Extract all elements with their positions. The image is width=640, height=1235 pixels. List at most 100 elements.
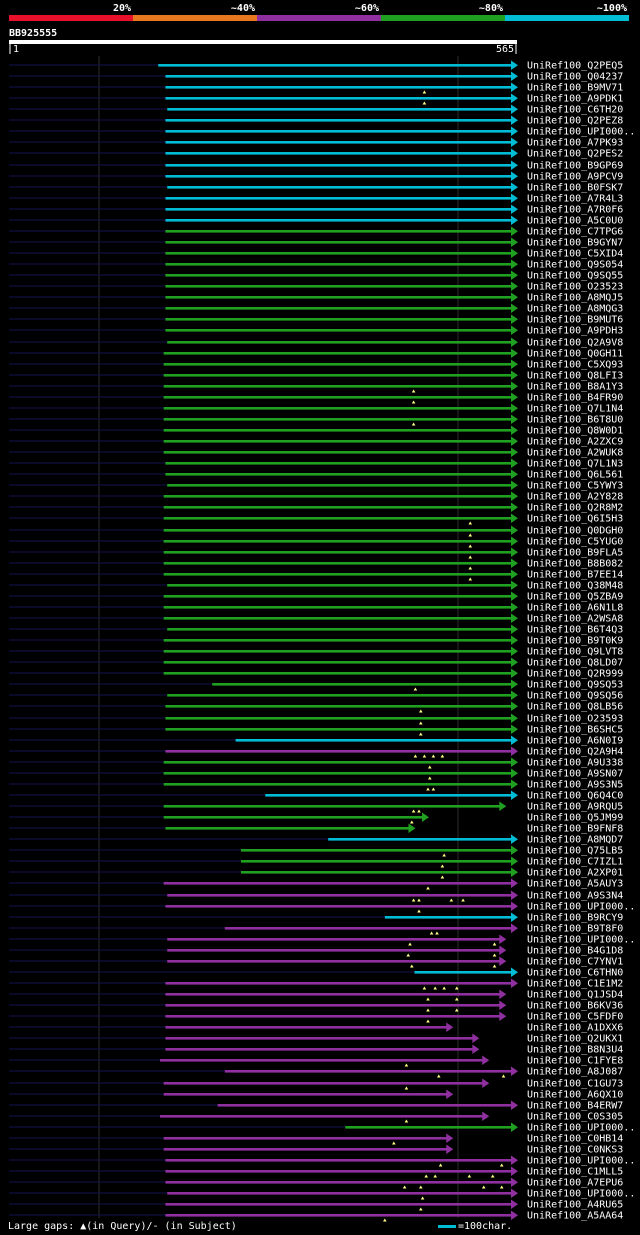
hit-label[interactable]: UniRef100_B9T8F0 bbox=[527, 924, 623, 935]
hit-label[interactable]: UniRef100_UPI000.. bbox=[527, 1189, 635, 1200]
hit-label[interactable]: UniRef100_A6N0I9 bbox=[527, 736, 623, 747]
hit-label[interactable]: UniRef100_C5XQ93 bbox=[527, 360, 623, 371]
hit-label[interactable]: UniRef100_C6TH20 bbox=[527, 105, 623, 116]
hit-label[interactable]: UniRef100_A7EPU6 bbox=[527, 1178, 623, 1189]
hit-label[interactable]: UniRef100_Q2PEZ8 bbox=[527, 116, 623, 127]
hit-row[interactable]: UniRef100_Q6Q4C0 bbox=[9, 790, 623, 802]
hit-label[interactable]: UniRef100_C1GU73 bbox=[527, 1079, 623, 1090]
hit-label[interactable]: UniRef100_A5AUY3 bbox=[527, 879, 623, 890]
hit-row[interactable]: UniRef100_C6THN0 bbox=[9, 967, 623, 979]
hit-row[interactable]: UniRef100_O23523 bbox=[9, 281, 623, 293]
hit-label[interactable]: UniRef100_Q2PEQ5 bbox=[527, 61, 623, 72]
hit-row[interactable]: UniRef100_B4FR90 bbox=[9, 392, 623, 404]
hit-label[interactable]: UniRef100_A5AA64 bbox=[527, 1211, 623, 1222]
hit-label[interactable]: UniRef100_Q8LFI3 bbox=[527, 371, 623, 382]
hit-label[interactable]: UniRef100_A2WUK8 bbox=[527, 448, 623, 459]
hit-row[interactable]: UniRef100_B7EE14 bbox=[9, 569, 623, 581]
hit-label[interactable]: UniRef100_C0HB14 bbox=[527, 1134, 623, 1145]
hit-label[interactable]: UniRef100_B9FLA5 bbox=[527, 548, 623, 559]
hit-row[interactable]: UniRef100_Q9SQ53 bbox=[9, 679, 623, 691]
hit-label[interactable]: UniRef100_A1DXX6 bbox=[527, 1023, 623, 1034]
hit-row[interactable]: UniRef100_Q0GH11 bbox=[9, 348, 623, 360]
hit-row[interactable]: UniRef100_B9GP69 bbox=[9, 160, 623, 172]
hit-label[interactable]: UniRef100_A9RQU5 bbox=[527, 802, 623, 813]
hit-row[interactable]: UniRef100_C0NKS3 bbox=[9, 1144, 623, 1156]
hit-row[interactable]: UniRef100_Q2UKX1 bbox=[9, 1033, 623, 1045]
hit-label[interactable]: UniRef100_Q75LB5 bbox=[527, 846, 623, 857]
hit-row[interactable]: UniRef100_A4RU65 bbox=[9, 1199, 623, 1211]
hit-row[interactable]: UniRef100_A9S3N5 bbox=[9, 779, 623, 791]
hit-label[interactable]: UniRef100_A7R4L3 bbox=[527, 194, 623, 205]
hit-row[interactable]: UniRef100_A2Y828 bbox=[9, 491, 623, 503]
hit-label[interactable]: UniRef100_B8B082 bbox=[527, 559, 623, 570]
hit-row[interactable]: UniRef100_UPI000.. bbox=[9, 1155, 635, 1167]
hit-row[interactable]: UniRef100_A6N0I9 bbox=[9, 735, 623, 747]
hit-label[interactable]: UniRef100_Q38M48 bbox=[527, 581, 623, 592]
hit-row[interactable]: UniRef100_B6T8U0 bbox=[9, 414, 623, 426]
hit-label[interactable]: UniRef100_A6N1L8 bbox=[527, 603, 623, 614]
hit-row[interactable]: UniRef100_Q8LFI3 bbox=[9, 370, 623, 382]
hit-label[interactable]: UniRef100_Q9SQ56 bbox=[527, 691, 623, 702]
hit-label[interactable]: UniRef100_UPI000.. bbox=[527, 1156, 635, 1167]
hit-label[interactable]: UniRef100_B4ERW7 bbox=[527, 1101, 623, 1112]
hit-label[interactable]: UniRef100_C7IZL1 bbox=[527, 857, 623, 868]
hit-row[interactable]: UniRef100_B9FLA5 bbox=[9, 547, 623, 559]
hit-label[interactable]: UniRef100_Q9SQ55 bbox=[527, 271, 623, 282]
hit-row[interactable]: UniRef100_Q1JSD4 bbox=[9, 989, 623, 1001]
hit-label[interactable]: UniRef100_B6SHC5 bbox=[527, 725, 623, 736]
hit-row[interactable]: UniRef100_C0HB14 bbox=[9, 1133, 623, 1145]
hit-label[interactable]: UniRef100_UPI000.. bbox=[527, 935, 635, 946]
hit-label[interactable]: UniRef100_C1FYE8 bbox=[527, 1056, 623, 1067]
hit-row[interactable]: UniRef100_Q7L1N3 bbox=[9, 458, 623, 470]
hit-row[interactable]: UniRef100_UPI000.. bbox=[9, 934, 635, 946]
hit-label[interactable]: UniRef100_A6QX10 bbox=[527, 1090, 623, 1101]
hit-row[interactable]: UniRef100_C5XQ93 bbox=[9, 359, 623, 371]
hit-row[interactable]: UniRef100_A9PDH3 bbox=[9, 325, 623, 337]
hit-label[interactable]: UniRef100_B4G1D8 bbox=[527, 946, 623, 957]
hit-label[interactable]: UniRef100_B9RCY9 bbox=[527, 913, 623, 924]
hit-label[interactable]: UniRef100_Q8LB56 bbox=[527, 702, 623, 713]
hit-row[interactable]: UniRef100_B4ERW7 bbox=[9, 1100, 623, 1112]
hit-label[interactable]: UniRef100_A9S3N4 bbox=[527, 891, 623, 902]
hit-label[interactable]: UniRef100_A5C0U0 bbox=[527, 216, 623, 227]
hit-label[interactable]: UniRef100_A7R0F6 bbox=[527, 205, 623, 216]
hit-row[interactable]: UniRef100_C1E1M2 bbox=[9, 978, 623, 990]
hit-row[interactable]: UniRef100_B4G1D8 bbox=[9, 945, 623, 957]
hit-label[interactable]: UniRef100_A9U338 bbox=[527, 758, 623, 769]
hit-label[interactable]: UniRef100_B9T0K9 bbox=[527, 636, 623, 647]
hit-label[interactable]: UniRef100_Q6I5H3 bbox=[527, 514, 623, 525]
hit-label[interactable]: UniRef100_A2WSA8 bbox=[527, 614, 623, 625]
hit-label[interactable]: UniRef100_Q7L1N4 bbox=[527, 404, 623, 415]
hit-row[interactable]: UniRef100_B9T0K9 bbox=[9, 635, 623, 647]
hit-label[interactable]: UniRef100_B0FSK7 bbox=[527, 183, 623, 194]
hit-row[interactable]: UniRef100_C5FDF0 bbox=[9, 1011, 623, 1023]
hit-row[interactable]: UniRef100_B9FNF8 bbox=[9, 823, 623, 835]
hit-row[interactable]: UniRef100_B6SHC5 bbox=[9, 724, 623, 736]
hit-label[interactable]: UniRef100_A2ZXC9 bbox=[527, 437, 623, 448]
hit-label[interactable]: UniRef100_O23523 bbox=[527, 282, 623, 293]
hit-row[interactable]: UniRef100_A6QX10 bbox=[9, 1089, 623, 1101]
hit-label[interactable]: UniRef100_Q2A9H4 bbox=[527, 747, 623, 758]
hit-row[interactable]: UniRef100_C7TPG6 bbox=[9, 226, 623, 238]
hit-row[interactable]: UniRef100_Q8LB56 bbox=[9, 701, 623, 713]
hit-row[interactable]: UniRef100_A2WUK8 bbox=[9, 447, 623, 459]
hit-label[interactable]: UniRef100_A2XP01 bbox=[527, 868, 623, 879]
hit-label[interactable]: UniRef100_O23593 bbox=[527, 714, 623, 725]
hit-label[interactable]: UniRef100_UPI000.. bbox=[527, 127, 635, 138]
hit-label[interactable]: UniRef100_B9GP69 bbox=[527, 161, 623, 172]
hit-row[interactable]: UniRef100_A7R4L3 bbox=[9, 193, 623, 205]
hit-label[interactable]: UniRef100_Q6L561 bbox=[527, 470, 623, 481]
hit-row[interactable]: UniRef100_A7PK93 bbox=[9, 137, 623, 149]
hit-row[interactable]: UniRef100_A9PCV9 bbox=[9, 171, 623, 183]
hit-label[interactable]: UniRef100_B9FNF8 bbox=[527, 824, 623, 835]
hit-label[interactable]: UniRef100_Q2R8M2 bbox=[527, 503, 623, 514]
hit-row[interactable]: UniRef100_B0FSK7 bbox=[9, 182, 623, 194]
hit-row[interactable]: UniRef100_A2WSA8 bbox=[9, 613, 623, 625]
hit-row[interactable]: UniRef100_A6N1L8 bbox=[9, 602, 623, 614]
hit-label[interactable]: UniRef100_Q04237 bbox=[527, 72, 623, 83]
hit-row[interactable]: UniRef100_A9SN07 bbox=[9, 768, 623, 780]
hit-label[interactable]: UniRef100_B6T4Q3 bbox=[527, 625, 623, 636]
hit-row[interactable]: UniRef100_Q8W0D1 bbox=[9, 425, 623, 437]
hit-row[interactable]: UniRef100_A5AA64 bbox=[9, 1210, 623, 1222]
hit-row[interactable]: UniRef100_A5C0U0 bbox=[9, 215, 623, 227]
